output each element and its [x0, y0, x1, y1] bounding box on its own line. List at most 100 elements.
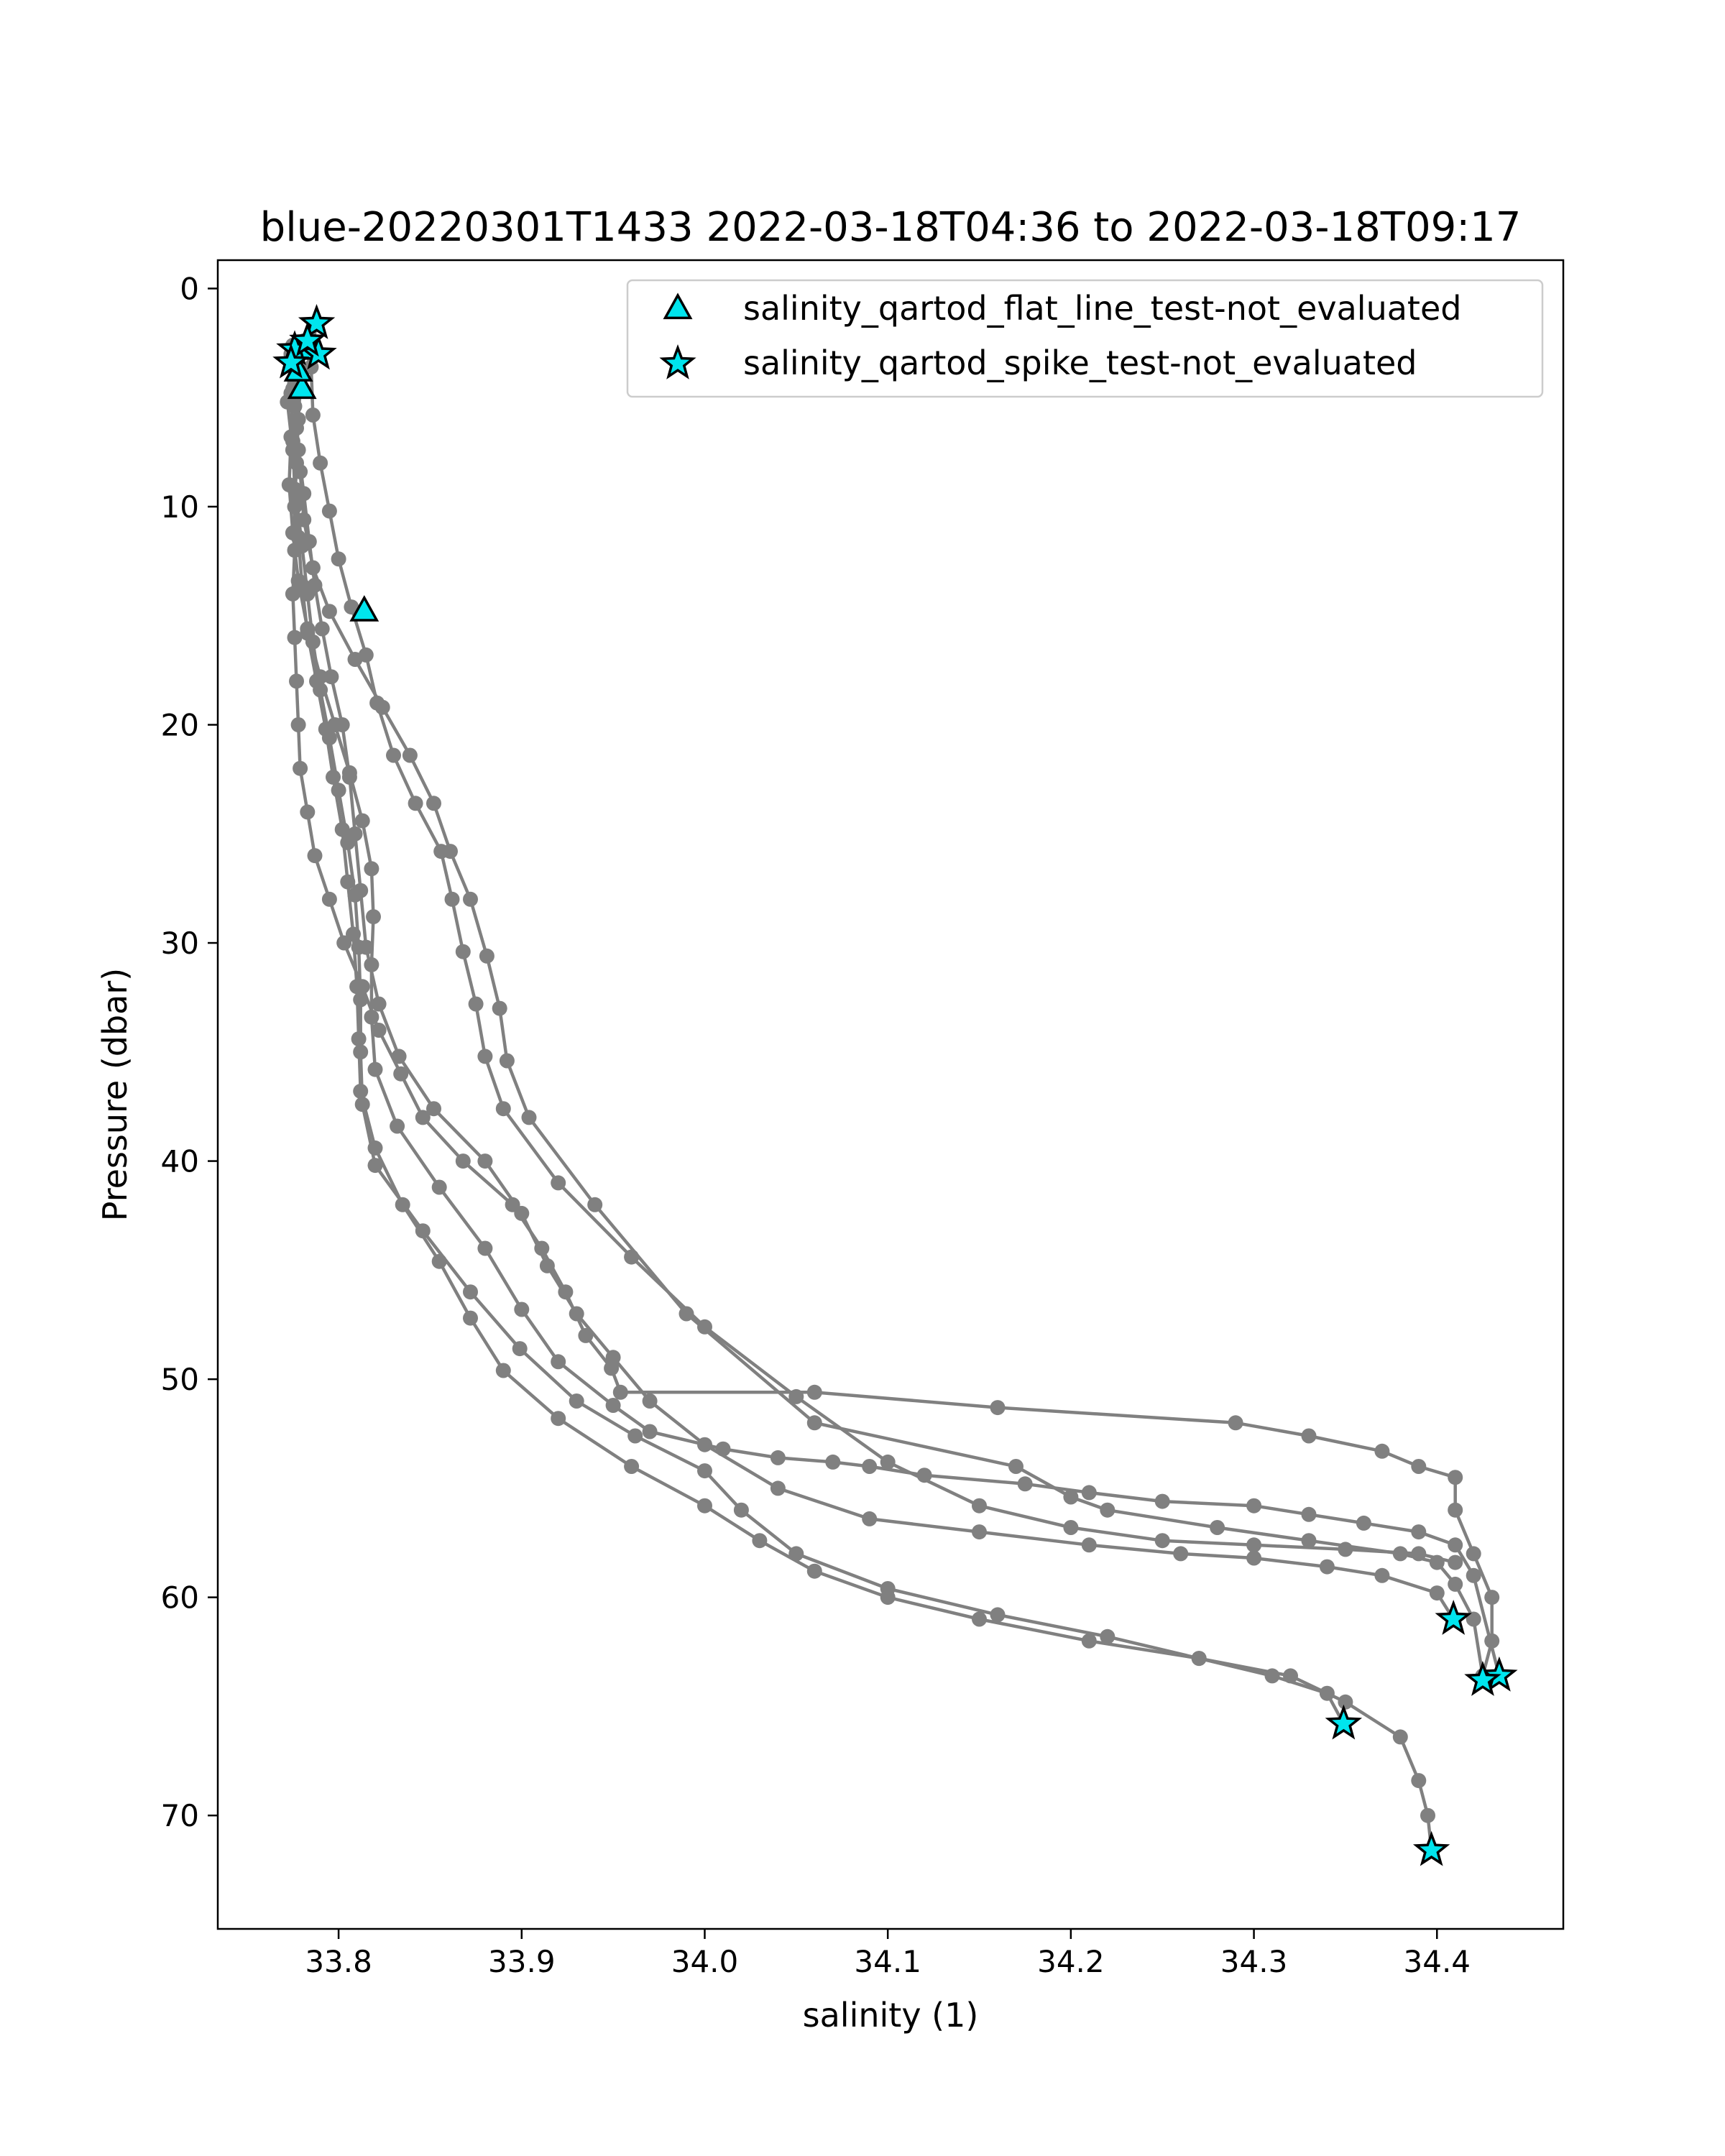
- data-point: [349, 979, 365, 995]
- data-point: [371, 1023, 387, 1038]
- data-point: [1081, 1537, 1097, 1553]
- data-point: [539, 1258, 555, 1273]
- data-point: [697, 1319, 712, 1335]
- data-point: [551, 1354, 566, 1370]
- data-point: [1411, 1773, 1427, 1789]
- data-point: [806, 1384, 822, 1400]
- data-point: [408, 796, 423, 811]
- data-point: [463, 1310, 478, 1326]
- y-tick-label: 40: [161, 1144, 199, 1179]
- legend: salinity_qartod_flat_line_test-not_evalu…: [626, 279, 1544, 398]
- data-point: [353, 992, 369, 1008]
- y-axis: 0 10 20 30 40 50 60 70: [161, 271, 218, 1833]
- data-point: [415, 1223, 431, 1239]
- axes-frame: [216, 259, 1565, 1930]
- data-point: [612, 1384, 628, 1400]
- data-point: [305, 407, 321, 423]
- data-point: [862, 1459, 878, 1474]
- x-tick-label: 34.1: [854, 1944, 921, 1979]
- data-point: [788, 1388, 804, 1404]
- data-point: [1063, 1520, 1079, 1535]
- data-point: [1173, 1546, 1189, 1562]
- chart-title: blue-20220301T1433 2022-03-18T04:36 to 2…: [260, 204, 1522, 251]
- data-point: [1246, 1537, 1262, 1553]
- data-point: [605, 1350, 621, 1365]
- data-point: [327, 717, 343, 732]
- x-tick-label: 33.9: [488, 1944, 556, 1979]
- data-point: [321, 503, 337, 519]
- data-point: [444, 891, 460, 907]
- data-point: [1374, 1567, 1390, 1583]
- data-point: [1448, 1576, 1463, 1592]
- data-point: [367, 1158, 383, 1174]
- legend-star-marker: [659, 344, 696, 379]
- star-marker: [298, 304, 336, 339]
- data-point: [323, 669, 339, 685]
- data-point: [990, 1400, 1006, 1416]
- data-point: [972, 1498, 987, 1514]
- data-point: [326, 769, 341, 785]
- data-point: [972, 1524, 987, 1540]
- data-point: [300, 804, 316, 820]
- profile-line: [309, 367, 1456, 1565]
- data-point: [1191, 1651, 1207, 1667]
- data-point: [367, 1061, 383, 1077]
- data-point: [627, 1428, 643, 1444]
- x-tick-label: 34.0: [671, 1944, 739, 1979]
- data-point: [314, 621, 330, 637]
- profile-line: [288, 341, 1501, 1677]
- data-point: [806, 1415, 822, 1431]
- data-point: [307, 848, 323, 864]
- data-point: [455, 944, 471, 959]
- data-point: [642, 1424, 658, 1439]
- data-point: [366, 909, 381, 925]
- data-point: [386, 747, 401, 763]
- data-point: [806, 1563, 822, 1579]
- data-point: [1338, 1694, 1353, 1710]
- legend-triangle-marker: [663, 292, 693, 320]
- data-point: [340, 874, 356, 890]
- y-tick-label: 30: [161, 926, 199, 961]
- profile-7: [303, 359, 1463, 1570]
- star-marker: [1435, 1599, 1472, 1635]
- data-point: [1319, 1559, 1335, 1575]
- data-point: [1356, 1515, 1371, 1531]
- profile-line: [285, 354, 1346, 1725]
- profile-6: [281, 333, 1507, 1684]
- x-tick-label: 34.4: [1404, 1944, 1471, 1979]
- data-point: [1448, 1502, 1463, 1518]
- data-point: [1411, 1546, 1427, 1562]
- data-point: [1392, 1729, 1408, 1745]
- data-point: [455, 1153, 471, 1169]
- data-point: [290, 717, 306, 732]
- x-axis: 33.8 33.9 34.0 34.1 34.2 34.3 34.4: [305, 1929, 1471, 1979]
- data-point: [1228, 1415, 1243, 1431]
- data-point: [624, 1249, 640, 1265]
- y-tick-label: 70: [161, 1798, 199, 1833]
- data-point: [431, 1179, 447, 1195]
- data-point: [313, 455, 328, 471]
- data-point: [364, 957, 380, 972]
- data-point: [1100, 1628, 1116, 1644]
- data-point: [281, 477, 297, 493]
- x-axis-label: salinity (1): [803, 1996, 979, 2035]
- data-point: [733, 1502, 749, 1518]
- y-tick-label: 20: [161, 708, 199, 743]
- data-point: [825, 1454, 841, 1470]
- data-point: [521, 1110, 537, 1125]
- legend-label: salinity_qartod_spike_test-not_evaluated: [743, 344, 1417, 382]
- data-point: [468, 996, 484, 1012]
- data-point: [880, 1454, 896, 1470]
- data-point: [1301, 1533, 1317, 1549]
- data-point: [492, 1000, 507, 1016]
- y-axis-label: Pressure (dbar): [96, 968, 134, 1221]
- data-point: [587, 1197, 603, 1212]
- y-tick-label: 60: [161, 1580, 199, 1616]
- data-point: [1466, 1567, 1481, 1583]
- data-point: [371, 996, 387, 1012]
- data-point: [402, 747, 418, 763]
- triangle-marker: [287, 372, 317, 400]
- triangle-marker: [349, 595, 380, 622]
- data-point: [551, 1175, 566, 1191]
- data-point: [431, 1253, 447, 1269]
